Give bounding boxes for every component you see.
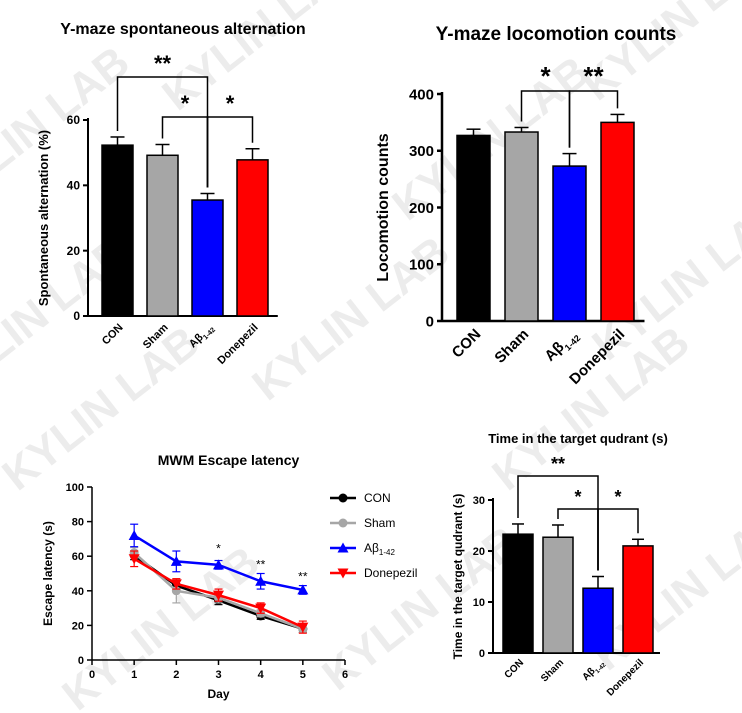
x-tick-label: 5 [300, 669, 306, 681]
chart-title: Y-maze locomotion counts [436, 24, 677, 45]
bar-con [502, 533, 534, 654]
y-tick-label: 100 [409, 257, 434, 274]
y-tick-label: 0 [426, 313, 434, 330]
y-tick-label: 10 [473, 597, 485, 609]
bar-donepezil [600, 121, 635, 322]
y-tick-label: 0 [479, 648, 485, 660]
chart-title: MWM Escape latency [158, 452, 300, 468]
legend-marker [337, 568, 349, 579]
y-tick-label: 400 [409, 86, 434, 103]
y-axis-label: Time in the target qudrant (s) [451, 494, 465, 660]
y-axis-label: Escape latency (s) [41, 521, 55, 626]
significance-bracket [568, 90, 619, 148]
bar-sham [542, 536, 574, 654]
significance-bracket [597, 508, 639, 571]
y-axis-label: Spontaneous alternation (%) [36, 130, 51, 306]
x-tick-label: 6 [342, 669, 348, 681]
x-tick-label: CON [503, 657, 527, 681]
series-point [255, 603, 267, 614]
significance-stars: * [574, 487, 581, 507]
y-axis-label: Locomotion counts [375, 133, 392, 282]
y-tick-label: 40 [67, 179, 81, 193]
significance-stars: * [216, 542, 221, 556]
x-tick-label: 3 [215, 669, 221, 681]
y-tick-label: 30 [473, 495, 485, 507]
bar-donepezil [622, 545, 654, 654]
y-tick-label: 300 [409, 143, 434, 160]
significance-stars: * [614, 487, 621, 507]
bar-aβ [552, 165, 587, 322]
y-tick-label: 100 [66, 482, 84, 494]
bar-donepezil [236, 159, 269, 317]
bar-con [456, 134, 491, 322]
chart-title: Time in the target qudrant (s) [488, 431, 668, 446]
bar-con [101, 144, 134, 317]
chart-title: Y-maze spontaneous alternation [60, 21, 305, 38]
series-point [213, 590, 224, 601]
y-tick-label: 40 [72, 586, 84, 598]
significance-stars: * [226, 91, 235, 116]
series-point [297, 622, 309, 633]
y-tick-label: 0 [73, 309, 80, 323]
legend-marker [338, 518, 348, 528]
significance-stars: ** [583, 61, 604, 91]
legend-marker [338, 493, 348, 503]
legend-label: CON [364, 491, 391, 505]
bar-aβ [582, 587, 614, 654]
bar-sham [504, 131, 539, 322]
x-tick-label: 2 [173, 669, 179, 681]
x-tick-label: 4 [258, 669, 265, 681]
y-tick-label: 60 [72, 551, 84, 563]
legend-label: Donepezil [364, 566, 417, 580]
y-tick-label: 80 [72, 517, 84, 529]
bar-sham [146, 154, 179, 317]
series-point [213, 559, 224, 570]
legend-label: Sham [364, 516, 395, 530]
x-tick-label: Sham [539, 657, 566, 684]
y-tick-label: 20 [72, 620, 84, 632]
series-point [297, 584, 309, 595]
bar-aβ [191, 199, 224, 317]
y-tick-label: 60 [67, 113, 81, 127]
x-axis-label: Day [207, 687, 229, 701]
series-point [128, 554, 140, 565]
x-tick-label: Donepezil [605, 657, 646, 698]
series-point [255, 575, 267, 586]
y-tick-label: 0 [78, 655, 84, 667]
significance-stars: * [181, 91, 190, 116]
y-tick-label: 20 [473, 546, 485, 558]
significance-stars: * [540, 61, 551, 91]
significance-stars: ** [256, 557, 266, 571]
significance-stars: ** [154, 51, 172, 76]
x-tick-label: 0 [89, 669, 95, 681]
legend-label: Aβ1-42 [364, 541, 395, 557]
significance-stars: ** [551, 454, 565, 474]
y-tick-label: 200 [409, 200, 434, 217]
x-tick-label: 1 [131, 669, 137, 681]
series-point [170, 579, 182, 590]
legend-marker [337, 542, 349, 553]
y-tick-label: 20 [67, 244, 81, 258]
significance-stars: ** [298, 569, 308, 583]
series-point [128, 529, 140, 540]
series-point [170, 555, 182, 566]
x-tick-label: Aβ1-42 [580, 657, 608, 685]
significance-bracket [206, 116, 254, 188]
